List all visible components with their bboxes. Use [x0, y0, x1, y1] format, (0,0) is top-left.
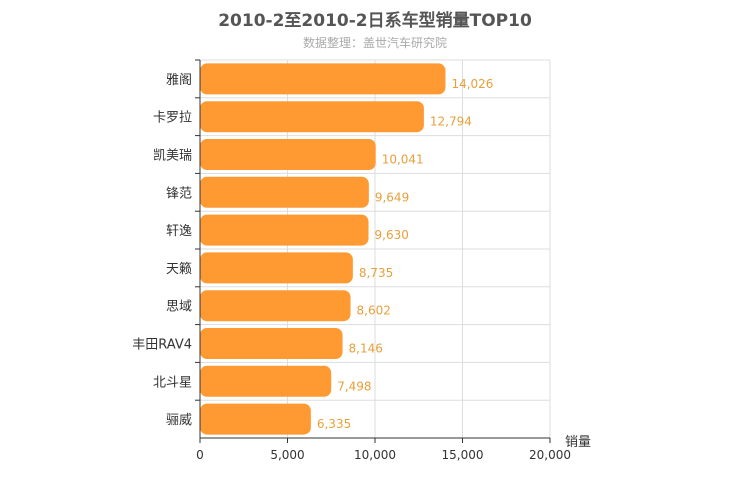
- category-label: 北斗星: [153, 375, 192, 390]
- category-label: 锋范: [166, 186, 192, 201]
- value-label: 6,335: [317, 417, 351, 431]
- bar-9: [200, 365, 332, 397]
- x-tick-label: 20,000: [529, 448, 571, 462]
- bar-1: [200, 63, 446, 95]
- bar-2: [200, 101, 424, 133]
- x-axis-title: 销量: [565, 435, 591, 450]
- chart-title: 2010-2至2010-2日系车型销量TOP10: [218, 11, 532, 31]
- bar-4: [200, 176, 369, 208]
- axes: [195, 59, 551, 443]
- value-label: 12,794: [430, 115, 472, 129]
- category-label: 思域: [166, 300, 192, 315]
- category-label: 丰田RAV4: [132, 338, 192, 353]
- category-label: 雅阁: [166, 73, 192, 88]
- x-tick-label: 10,000: [354, 448, 396, 462]
- category-label: 天籁: [166, 262, 192, 277]
- value-label: 10,041: [382, 153, 424, 167]
- bar-7: [200, 290, 351, 322]
- category-label: 卡罗拉: [153, 111, 192, 126]
- value-label: 9,649: [375, 190, 409, 204]
- bar-6: [200, 252, 353, 284]
- x-tick-label: 5,000: [270, 448, 304, 462]
- value-label: 7,498: [337, 379, 371, 393]
- value-label: 9,630: [375, 228, 409, 242]
- value-label: 8,602: [357, 304, 391, 318]
- chart-subtitle: 数据整理：盖世汽车研究院: [302, 36, 447, 50]
- value-label: 8,735: [359, 266, 393, 280]
- value-label: 14,026: [451, 77, 493, 91]
- x-tick-label: 15,000: [442, 448, 484, 462]
- bar-3: [200, 139, 376, 170]
- bars: [200, 63, 446, 435]
- bar-5: [200, 214, 369, 246]
- bar-8: [200, 328, 343, 359]
- value-label: 8,146: [349, 342, 383, 356]
- category-label: 轩逸: [166, 224, 192, 239]
- bar-10: [200, 403, 311, 435]
- category-label: 凯美瑞: [153, 149, 192, 164]
- category-label: 骊威: [166, 413, 192, 428]
- x-tick-label: 0: [196, 448, 204, 462]
- labels: 雅阁 14,026 卡罗拉 12,794 凯美瑞 10,041 锋范 9,649 轩逸 9,630…: [132, 73, 571, 462]
